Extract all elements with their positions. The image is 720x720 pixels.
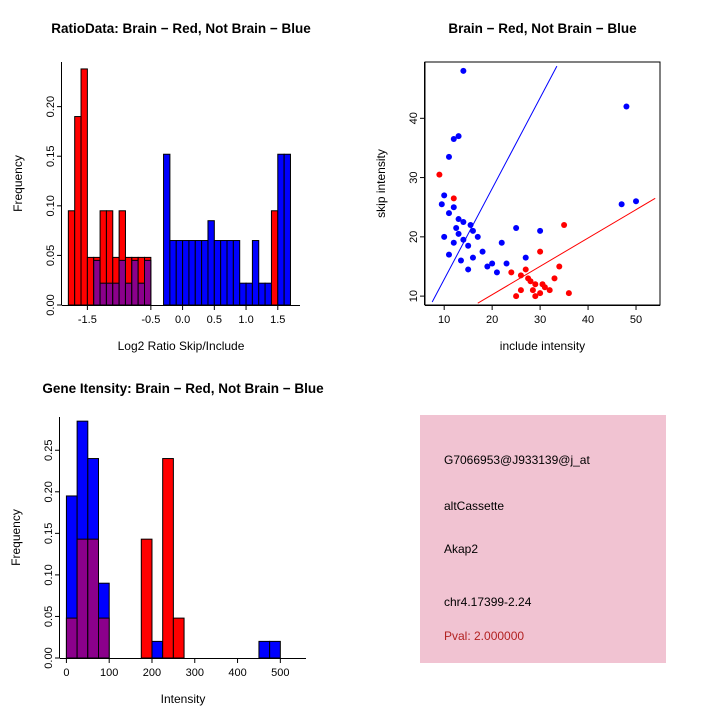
svg-text:1.0: 1.0 bbox=[238, 314, 253, 326]
svg-text:100: 100 bbox=[100, 667, 118, 679]
svg-text:500: 500 bbox=[271, 667, 289, 679]
svg-text:0.20: 0.20 bbox=[43, 481, 55, 502]
svg-text:20: 20 bbox=[408, 231, 420, 243]
svg-text:10: 10 bbox=[408, 290, 420, 302]
fit-lines bbox=[431, 65, 656, 304]
info-box: G7066953@J933139@j_at altCassette Akap2 … bbox=[420, 415, 666, 663]
svg-text:0.20: 0.20 bbox=[45, 96, 57, 117]
svg-text:-1.5: -1.5 bbox=[78, 314, 97, 326]
svg-text:RatioData: Brain − Red, Not Br: RatioData: Brain − Red, Not Brain − Blue bbox=[51, 21, 311, 36]
svg-text:0.00: 0.00 bbox=[45, 294, 57, 315]
svg-text:0.25: 0.25 bbox=[43, 440, 55, 461]
panel-gene-intensity-histogram: Gene Itensity: Brain − Red, Not Brain − … bbox=[0, 360, 360, 720]
svg-text:-0.5: -0.5 bbox=[141, 314, 160, 326]
axes: 10 20 30 40 50 10 20 30 40 include intensity skip … bbox=[374, 61, 661, 353]
svg-text:40: 40 bbox=[408, 112, 420, 124]
svg-text:400: 400 bbox=[228, 667, 246, 679]
svg-text:0.10: 0.10 bbox=[45, 195, 57, 216]
info-locus: chr4.17399-2.24 bbox=[444, 595, 532, 609]
chart-title: Brain − Red, Not Brain − Blue bbox=[448, 21, 637, 36]
svg-text:50: 50 bbox=[630, 314, 642, 326]
histogram-bars bbox=[65, 420, 281, 659]
svg-text:skip intensity: skip intensity bbox=[374, 149, 388, 218]
svg-text:0.0: 0.0 bbox=[175, 314, 190, 326]
svg-text:0: 0 bbox=[63, 667, 69, 679]
svg-text:0.5: 0.5 bbox=[207, 314, 222, 326]
panel-intensity-scatter: Brain − Red, Not Brain − Blue 10 20 30 40 50 1… bbox=[360, 0, 720, 360]
svg-text:0.10: 0.10 bbox=[43, 564, 55, 585]
axes: -1.5 -0.5 0.0 0.5 1.0 1.5 0.00 0.05 0.10 0.15 0.20… bbox=[11, 62, 300, 353]
histogram-bars bbox=[67, 68, 291, 306]
svg-text:0.15: 0.15 bbox=[45, 146, 57, 167]
panel-ratio-histogram: RatioData: Brain − Red, Not Brain − Blue… bbox=[0, 0, 360, 360]
chart-title: RatioData: Brain − Red, Not Brain − Blue bbox=[51, 21, 311, 36]
svg-text:Log2 Ratio Skip/Include: Log2 Ratio Skip/Include bbox=[118, 339, 245, 353]
panel-info: G7066953@J933139@j_at altCassette Akap2 … bbox=[360, 360, 720, 720]
svg-text:40: 40 bbox=[582, 314, 594, 326]
svg-text:1.5: 1.5 bbox=[270, 314, 285, 326]
scatter-points bbox=[436, 67, 640, 300]
svg-text:30: 30 bbox=[408, 171, 420, 183]
svg-text:20: 20 bbox=[486, 314, 498, 326]
svg-text:Brain − Red, Not Brain − Blue: Brain − Red, Not Brain − Blue bbox=[448, 21, 637, 36]
svg-text:Intensity: Intensity bbox=[161, 692, 206, 706]
svg-text:300: 300 bbox=[186, 667, 204, 679]
gene-intensity-histogram-chart: Gene Itensity: Brain − Red, Not Brain − … bbox=[9, 381, 324, 706]
info-probe-id: G7066953@J933139@j_at bbox=[444, 453, 590, 467]
axes: 0 100 200 300 400 500 0.00 0.05 0.10 0.15 0.20 0.25… bbox=[9, 417, 306, 706]
chart-title: Gene Itensity: Brain − Red, Not Brain − … bbox=[42, 381, 324, 396]
svg-text:0.05: 0.05 bbox=[45, 245, 57, 266]
svg-text:Frequency: Frequency bbox=[11, 155, 25, 212]
info-gene-name: Akap2 bbox=[444, 542, 479, 556]
svg-text:Gene Itensity: Brain − Red, No: Gene Itensity: Brain − Red, Not Brain − … bbox=[42, 381, 324, 396]
svg-text:200: 200 bbox=[143, 667, 161, 679]
svg-text:10: 10 bbox=[438, 314, 450, 326]
svg-text:0.00: 0.00 bbox=[43, 647, 55, 668]
svg-text:30: 30 bbox=[534, 314, 546, 326]
info-event-type: altCassette bbox=[444, 499, 505, 513]
svg-text:include intensity: include intensity bbox=[500, 339, 585, 353]
info-pvalue: Pval: 2.000000 bbox=[444, 629, 525, 643]
ratio-histogram-chart: RatioData: Brain − Red, Not Brain − Blue… bbox=[11, 21, 311, 353]
svg-text:Frequency: Frequency bbox=[9, 509, 23, 566]
svg-text:0.15: 0.15 bbox=[43, 523, 55, 544]
svg-text:0.05: 0.05 bbox=[43, 606, 55, 627]
